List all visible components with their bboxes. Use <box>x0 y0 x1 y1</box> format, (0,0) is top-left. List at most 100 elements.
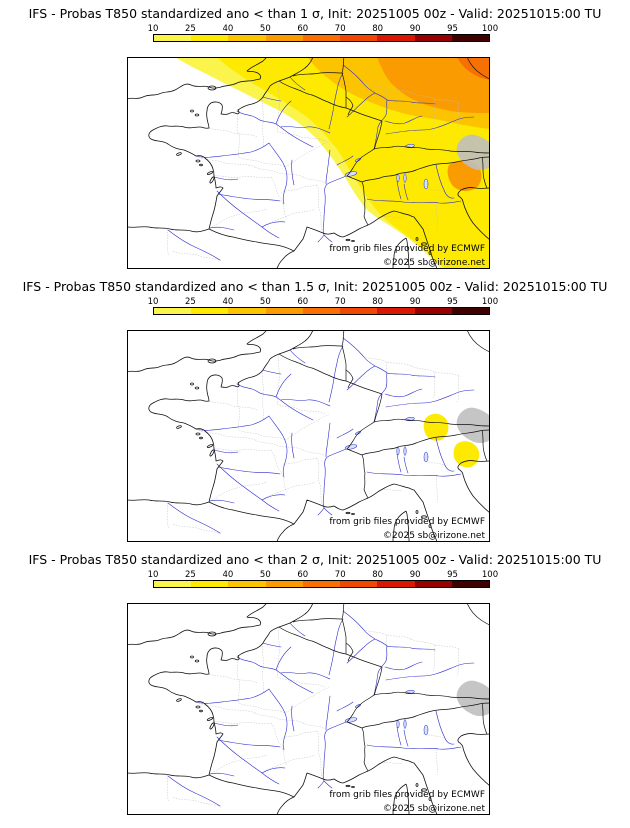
island <box>428 524 432 528</box>
colorbar-tick: 40 <box>222 297 234 307</box>
island <box>190 382 194 386</box>
colorbar-ticks: 10 25 40 50 60 70 80 90 95 100 <box>148 24 499 34</box>
colorbar-segment <box>154 308 192 314</box>
colorbar-tick: 80 <box>372 24 384 34</box>
colorbar-tick: 50 <box>259 24 271 34</box>
map-frame <box>127 603 490 815</box>
colorbar-tick: 95 <box>447 24 458 34</box>
country-borders-layer <box>208 330 490 525</box>
map-frame <box>127 57 490 269</box>
colorbar-segment <box>191 35 229 41</box>
colorbar-segment <box>414 308 452 314</box>
colorbar-segment <box>228 35 266 41</box>
colorbar-ticks: 10 25 40 50 60 70 80 90 95 100 <box>148 297 499 307</box>
panel-title: IFS - Probas T850 standardized ano < tha… <box>22 279 608 294</box>
colorbar-bar <box>153 580 490 588</box>
colorbar-tick: 90 <box>409 24 421 34</box>
colorbar-tick: 100 <box>481 570 499 580</box>
copyright: ©2025 sb@irizone.net <box>383 258 485 268</box>
island <box>206 171 214 175</box>
terrain-mask <box>456 680 490 716</box>
colorbar-tick: 60 <box>297 297 309 307</box>
colorbar-tick: 10 <box>147 297 159 307</box>
colorbar-segment <box>377 35 415 41</box>
colorbar-segment <box>265 581 303 587</box>
panel-sigma-2: IFS - Probas T850 standardized ano < tha… <box>0 546 630 822</box>
colorbar-segment <box>414 581 452 587</box>
colorbar-tick: 10 <box>147 570 159 580</box>
colorbar-tick: 70 <box>334 297 346 307</box>
lake <box>403 173 407 183</box>
lake <box>423 451 429 463</box>
colorbar-tick: 90 <box>409 570 421 580</box>
colorbar-segment <box>340 308 378 314</box>
island <box>207 631 217 637</box>
copyright: ©2025 sb@irizone.net <box>383 531 485 541</box>
island <box>195 705 201 709</box>
lake <box>396 173 400 183</box>
colorbar-tick: 40 <box>222 24 234 34</box>
lake <box>403 719 407 729</box>
island <box>194 113 200 117</box>
colorbar-tick: 10 <box>147 24 159 34</box>
island <box>194 659 200 663</box>
island <box>421 788 427 792</box>
island <box>209 449 215 457</box>
island <box>190 109 194 113</box>
colorbar-segment <box>414 35 452 41</box>
map-canvas: from grib files provided by ECMWF ©2025 s… <box>127 57 490 269</box>
island <box>190 655 194 659</box>
island <box>176 425 182 429</box>
colorbar-segment <box>191 308 229 314</box>
colorbar-tick: 100 <box>481 24 499 34</box>
colorbar-bar <box>153 307 490 315</box>
island <box>428 251 432 255</box>
island <box>428 797 432 801</box>
rivers-layer <box>167 610 475 807</box>
country-borders-layer <box>208 603 490 798</box>
lake <box>423 724 429 736</box>
island <box>176 698 182 702</box>
island <box>351 785 355 788</box>
rivers-layer <box>167 64 475 261</box>
coastline-layer <box>127 603 490 815</box>
island <box>207 85 217 91</box>
colorbar-tick: 40 <box>222 570 234 580</box>
island <box>199 709 203 713</box>
terrain-mask <box>456 134 490 170</box>
colorbar-segment <box>451 581 489 587</box>
colorbar-bar <box>153 34 490 42</box>
colorbar-tick: 50 <box>259 297 271 307</box>
colorbar-segment <box>154 35 192 41</box>
colorbar-segment <box>451 308 489 314</box>
colorbar-segment <box>265 35 303 41</box>
country-borders-layer <box>208 57 490 252</box>
colorbar-tick: 95 <box>447 297 458 307</box>
ecmwf-credit: from grib files provided by ECMWF <box>329 790 485 800</box>
colorbar-segment <box>265 308 303 314</box>
island <box>421 242 427 246</box>
colorbar-tick: 80 <box>372 297 384 307</box>
colorbar-tick: 60 <box>297 570 309 580</box>
map-frame <box>127 330 490 542</box>
sea-background <box>127 603 490 815</box>
probability-region <box>377 57 490 113</box>
colorbar-segment <box>340 35 378 41</box>
island <box>351 512 355 515</box>
colorbar: 10 25 40 50 60 70 80 90 95 100 <box>148 24 499 44</box>
colorbar-ticks: 10 25 40 50 60 70 80 90 95 100 <box>148 570 499 580</box>
island <box>415 510 419 514</box>
admin-borders-layer <box>166 80 460 262</box>
colorbar-tick: 100 <box>481 297 499 307</box>
colorbar-tick: 60 <box>297 24 309 34</box>
copyright: ©2025 sb@irizone.net <box>383 804 485 814</box>
island <box>195 159 201 163</box>
colorbar-segment <box>302 308 341 314</box>
island <box>421 515 427 519</box>
lake <box>423 178 429 190</box>
colorbar-segment <box>191 581 229 587</box>
lake <box>396 719 400 729</box>
map-canvas: from grib files provided by ECMWF ©2025 s… <box>127 603 490 815</box>
island <box>415 237 419 241</box>
